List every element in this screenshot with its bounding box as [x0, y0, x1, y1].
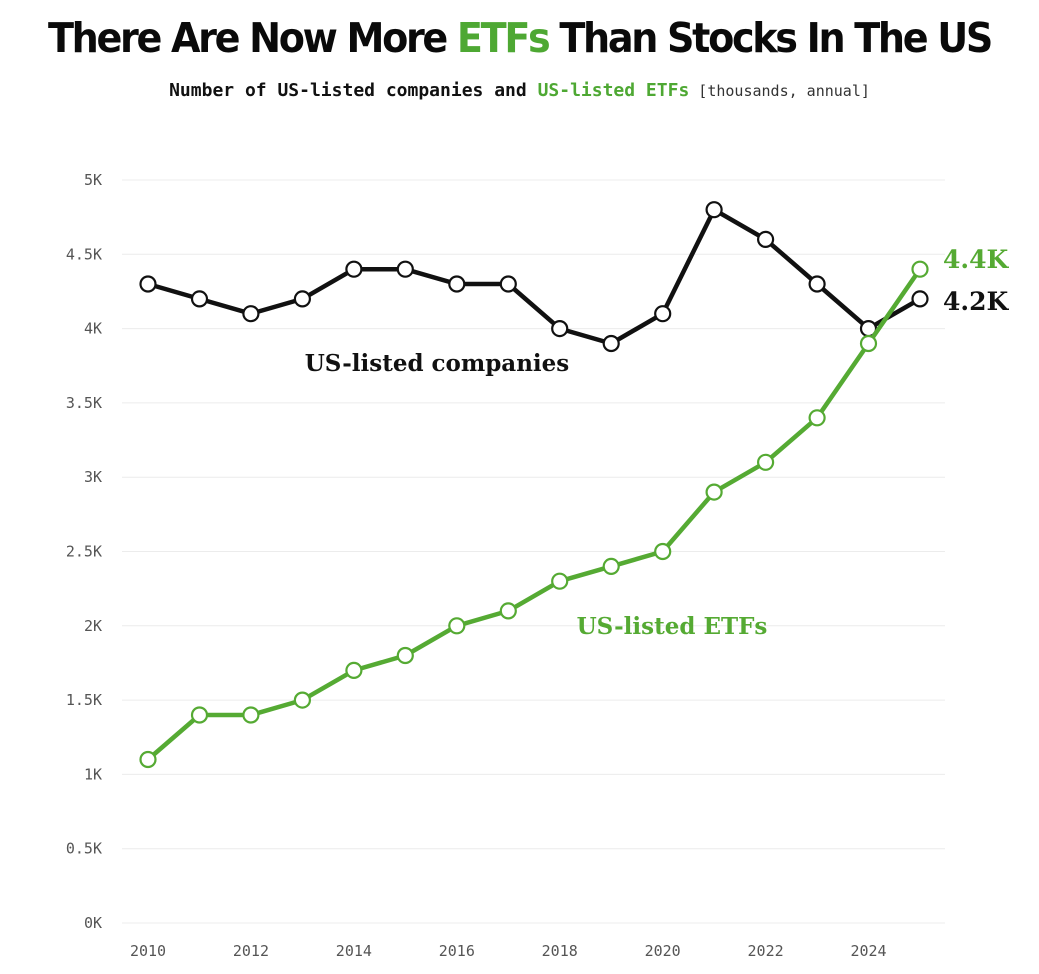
x-axis: 2010 2012 2014 2016 2018 2020 2022 2024 [130, 942, 887, 960]
point-etfs [448, 617, 466, 635]
label-companies: US-listed companies [305, 350, 570, 377]
point-companies [654, 305, 672, 323]
point-etfs [242, 706, 260, 724]
y-tick-label: 0.5K [66, 840, 102, 858]
point-etfs [396, 646, 414, 665]
point-companies [705, 201, 723, 219]
point-etfs [499, 602, 517, 620]
point-etfs [551, 572, 569, 590]
x-tick-label: 2014 [336, 942, 372, 960]
point-companies [139, 275, 157, 293]
point-etfs [808, 409, 826, 427]
y-tick-label: 4K [84, 320, 102, 338]
chart-subtitle: Number of US-listed companies and US-lis… [0, 80, 1039, 101]
series-etfs [139, 260, 929, 769]
label-etfs: US-listed ETFs [577, 613, 768, 640]
x-tick-label: 2022 [748, 942, 784, 960]
point-companies [448, 275, 466, 293]
point-etfs [293, 691, 311, 709]
gridlines [122, 179, 945, 924]
y-axis: 0K 0.5K 1K 1.5K 2K 2.5K 3K 3.5K 4K 4.5K 5K [66, 171, 102, 932]
x-tick-label: 2010 [130, 942, 166, 960]
point-etfs [705, 483, 723, 501]
point-etfs [911, 260, 929, 278]
subtitle-note: [thousands, annual] [689, 82, 870, 100]
series-labels: US-listed companies US-listed ETFs 4.4K 4.2… [305, 245, 1010, 640]
subtitle-accent: US-listed ETFs [537, 80, 690, 101]
title-part-2: Than Stocks In The US [548, 14, 993, 62]
point-etfs [139, 750, 157, 769]
x-tick-label: 2012 [233, 942, 269, 960]
series [139, 201, 929, 769]
x-tick-label: 2024 [850, 942, 886, 960]
y-tick-label: 1K [84, 765, 102, 783]
point-etfs [756, 453, 775, 471]
y-tick-label: 3K [84, 468, 102, 486]
x-tick-label: 2020 [645, 942, 681, 960]
end-label-companies: 4.2K [943, 287, 1009, 316]
subtitle-part-1: Number of US-listed companies and [169, 80, 538, 101]
y-tick-label: 4.5K [66, 245, 102, 263]
x-tick-label: 2018 [542, 942, 578, 960]
y-tick-label: 0K [84, 914, 102, 932]
title-part-1: There Are Now More [47, 14, 457, 62]
chart-title: There Are Now More ETFs Than Stocks In T… [36, 14, 1002, 62]
point-companies [396, 260, 414, 278]
point-companies [911, 290, 929, 308]
title-accent: ETFs [456, 14, 551, 62]
point-companies [345, 260, 363, 278]
y-tick-label: 1.5K [66, 691, 102, 709]
point-companies [808, 275, 826, 293]
point-companies [190, 290, 209, 308]
point-etfs [190, 706, 209, 724]
point-etfs [654, 542, 672, 561]
point-companies [499, 275, 517, 293]
y-tick-label: 2K [84, 617, 102, 635]
point-etfs [602, 557, 620, 576]
point-companies [551, 320, 569, 338]
point-etfs [345, 661, 363, 680]
line-etfs [145, 266, 923, 762]
point-etfs [859, 334, 878, 353]
point-companies [602, 334, 620, 353]
series-companies [139, 201, 929, 353]
y-tick-label: 5K [84, 171, 102, 189]
point-companies [293, 290, 311, 308]
y-tick-label: 2.5K [66, 543, 102, 561]
line-companies [145, 207, 923, 346]
end-label-etfs: 4.4K [943, 245, 1009, 274]
x-tick-label: 2016 [439, 942, 475, 960]
point-companies [242, 305, 260, 323]
point-companies [756, 230, 775, 248]
y-tick-label: 3.5K [66, 394, 102, 412]
